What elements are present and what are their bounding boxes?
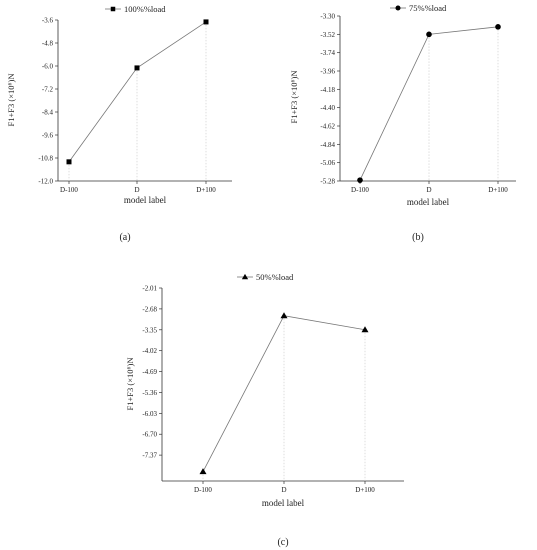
x-tick-label: D xyxy=(134,186,139,194)
y-tick-label: -10.8 xyxy=(38,155,53,163)
y-axis-label: F1+F3 (×10⁶)N xyxy=(289,71,299,124)
data-point xyxy=(495,24,501,30)
x-tick-label: D+100 xyxy=(355,486,375,494)
y-tick-label: -2.68 xyxy=(142,305,157,313)
data-point xyxy=(134,65,140,71)
panel-label: (b) xyxy=(412,232,424,243)
series-line xyxy=(68,21,207,163)
chart-panel-2: -3.30 -3.52 -3.74 -3.96 -4.18 -4.40 -4.62 -4.84… xyxy=(289,3,516,243)
y-tick-label: -4.18 xyxy=(320,86,335,94)
x-tick-label: D-100 xyxy=(60,186,78,194)
y-tick-label: -5.28 xyxy=(320,178,335,186)
y-tick-label: -7.37 xyxy=(142,452,157,460)
x-axis-label: model label xyxy=(124,195,167,205)
y-tick-label: -6.0 xyxy=(42,63,54,71)
y-tick-label: -4.69 xyxy=(142,368,157,376)
y-tick-label: -3.96 xyxy=(320,68,335,76)
legend-label: 75%%load xyxy=(409,3,447,13)
legend: 100%%load xyxy=(105,4,166,14)
y-tick-label: -6.03 xyxy=(142,410,157,418)
y-tick-label: -4.40 xyxy=(320,104,335,112)
data-point xyxy=(199,468,207,475)
panel-label: (c) xyxy=(277,537,288,548)
x-tick-label: D+100 xyxy=(488,186,508,194)
y-tick-label: -7.2 xyxy=(42,86,54,94)
x-tick-label: D xyxy=(426,186,431,194)
x-tick-label: D xyxy=(281,486,286,494)
y-tick-label: -12.0 xyxy=(38,178,53,186)
chart-panel-1: -3.6 -4.8 -6.0 -7.2 -8.4 -9.6 -10.8 -12.0 D-100 D… xyxy=(6,4,232,243)
y-tick-label: -3.35 xyxy=(142,326,157,334)
y-tick-label: -3.30 xyxy=(320,13,335,21)
y-tick-label: -4.62 xyxy=(320,123,335,131)
y-tick-label: -3.74 xyxy=(320,49,335,57)
data-point xyxy=(426,31,432,38)
panel-label: (a) xyxy=(119,232,130,243)
legend: 75%%load xyxy=(390,3,447,13)
legend-marker xyxy=(395,5,401,11)
y-tick-label: -3.6 xyxy=(42,17,54,25)
x-axis-label: model label xyxy=(407,197,450,207)
y-tick-label: -2.01 xyxy=(142,285,157,293)
data-point xyxy=(203,19,209,25)
x-tick-label: D+100 xyxy=(196,186,216,194)
y-tick-label: -9.6 xyxy=(42,132,54,140)
legend-label: 50%%load xyxy=(256,272,294,282)
chart-panel-3: -2.01 -2.68 -3.35 -4.02 -4.69 -5.36 -6.03 -6.70… xyxy=(125,272,404,548)
data-point xyxy=(66,159,72,165)
legend-marker xyxy=(241,273,249,280)
data-point xyxy=(357,177,363,183)
y-tick-label: -5.36 xyxy=(142,389,157,397)
x-axis-label: model label xyxy=(262,498,305,508)
y-tick-label: -6.70 xyxy=(142,431,157,439)
x-tick-label: D-100 xyxy=(351,186,369,194)
y-tick-label: -4.84 xyxy=(320,141,335,149)
y-tick-label: -4.02 xyxy=(142,347,157,355)
y-tick-label: -3.52 xyxy=(320,31,335,39)
y-axis-label: F1+F3 (×10⁶)N xyxy=(6,74,16,127)
x-tick-label: D-100 xyxy=(194,486,212,494)
y-tick-label: -4.8 xyxy=(42,40,54,48)
legend-label: 100%%load xyxy=(124,4,166,14)
data-point xyxy=(361,326,369,333)
y-tick-label: -5.06 xyxy=(320,159,335,167)
legend-marker xyxy=(110,6,116,12)
y-tick-label: -8.4 xyxy=(42,109,54,117)
y-axis-label: F1+F3 (×10⁶)N xyxy=(125,358,135,411)
data-point xyxy=(280,312,288,319)
legend: 50%%load xyxy=(237,272,294,282)
